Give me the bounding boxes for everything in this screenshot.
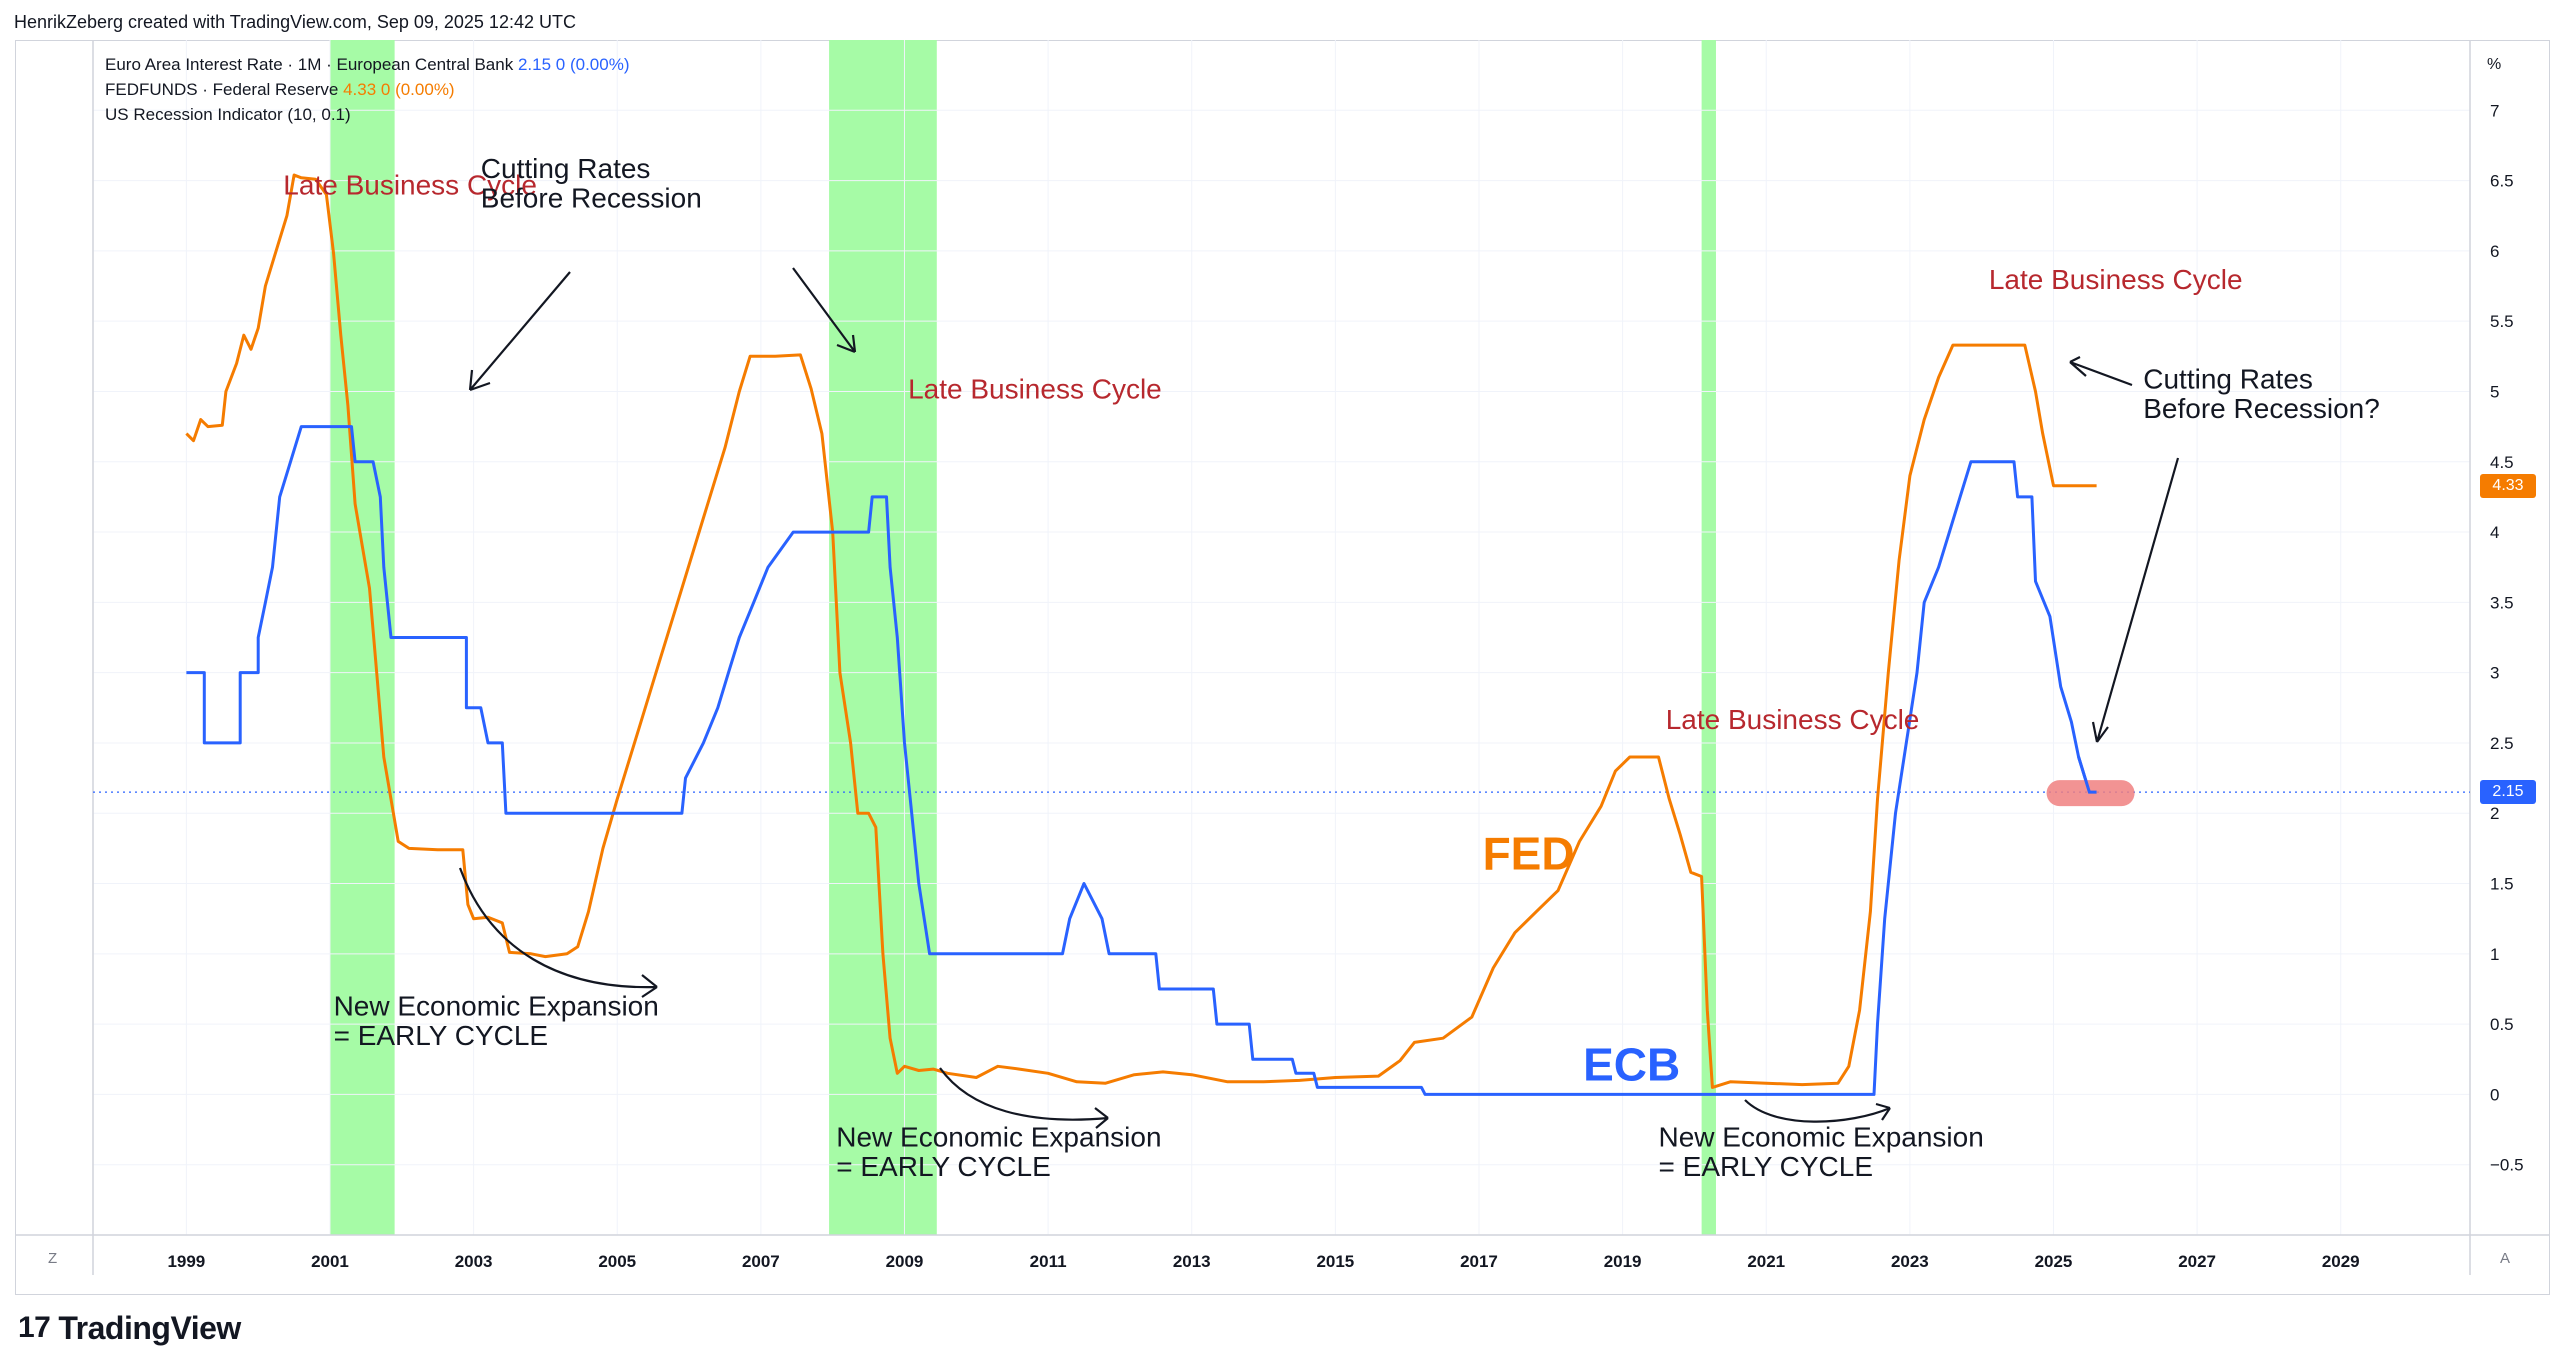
recession-band-2 [1701, 40, 1716, 1235]
y-tick-label: 1.5 [2490, 875, 2514, 894]
recession-band-0 [329, 40, 395, 1235]
y-tick-label: 2.5 [2490, 734, 2514, 753]
y-tick-label: 4 [2490, 523, 2499, 542]
legend-recession[interactable]: US Recession Indicator (10, 0.1) [105, 102, 629, 127]
tradingview-logo[interactable]: 17 TradingView [18, 1306, 241, 1350]
annotation-text: FED [1483, 827, 1575, 879]
grid-lines [93, 40, 2470, 1235]
legend-fed-name: FEDFUNDS · Federal Reserve [105, 80, 339, 99]
legend-fed[interactable]: FEDFUNDS · Federal Reserve 4.33 0 (0.00%… [105, 77, 629, 102]
arrow-cut-2024-b [2091, 457, 2180, 743]
legend-ecb-change: 0 (0.00%) [555, 55, 630, 74]
annotation-text: = EARLY CYCLE [836, 1151, 1051, 1182]
x-tick-label: 2025 [2035, 1252, 2073, 1271]
y-tick-label: 6 [2490, 242, 2499, 261]
y-tick-label: 5.5 [2490, 312, 2514, 331]
x-tick-label: 2027 [2178, 1252, 2216, 1271]
annotation-text: Before Recession [481, 182, 702, 213]
x-tick-label: 2015 [1316, 1252, 1354, 1271]
recession-band-1 [829, 40, 937, 1235]
annotation-text: = EARLY CYCLE [334, 1020, 549, 1051]
axis-unit-label: % [2487, 56, 2502, 73]
legend-ecb-value: 2.15 [517, 55, 552, 74]
arrow-cut-2007 [792, 267, 857, 354]
x-tick-label: 2017 [1460, 1252, 1498, 1271]
legend-recession-name: US Recession Indicator (10, 0.1) [105, 105, 351, 124]
series-ecb [186, 425, 2097, 1096]
y-tick-label: 4.5 [2490, 453, 2514, 472]
annotation-text: Cutting Rates [2143, 364, 2313, 395]
x-tick-label: 2007 [742, 1252, 780, 1271]
arrow-cut-2001 [468, 271, 571, 392]
tradingview-logo-text: TradingView [58, 1309, 241, 1346]
fed-price-label: 4.33 [2480, 473, 2536, 498]
legend-ecb-name: Euro Area Interest Rate · 1M · European … [105, 55, 514, 74]
x-tick-label: 2009 [886, 1252, 924, 1271]
annotation-arrows [458, 267, 2180, 1129]
series-fedfunds [185, 173, 2097, 1089]
legend-ecb[interactable]: Euro Area Interest Rate · 1M · European … [105, 52, 629, 77]
legend: Euro Area Interest Rate · 1M · European … [105, 52, 629, 127]
x-tick-label: 2003 [455, 1252, 493, 1271]
x-tick-label: 2029 [2322, 1252, 2360, 1271]
annotation-text: Late Business Cycle [1989, 264, 2243, 295]
chart-credit: HenrikZeberg created with TradingView.co… [14, 12, 576, 32]
y-tick-label: 1 [2490, 945, 2499, 964]
y-tick-label: 7 [2490, 101, 2499, 120]
annotation-text: ECB [1583, 1038, 1680, 1090]
x-tick-label: 2023 [1891, 1252, 1929, 1271]
annotation-text: Late Business Cycle [908, 374, 1162, 405]
timezone-button[interactable]: Z [48, 1250, 58, 1267]
x-tick-label: 2001 [311, 1252, 349, 1271]
y-tick-label: 0 [2490, 1085, 2499, 1104]
annotation-text: New Economic Expansion [334, 991, 659, 1022]
y-tick-label: 3.5 [2490, 593, 2514, 612]
x-tick-label: 2013 [1173, 1252, 1211, 1271]
annotation-text: Cutting Rates [481, 153, 651, 184]
ecb-tail [2077, 756, 2097, 794]
annotation-text: Late Business Cycle [1666, 704, 1920, 735]
arrow-expansion-2002 [458, 867, 658, 998]
x-tick-label: 2005 [598, 1252, 636, 1271]
arrow-expansion-2009 [939, 1067, 1109, 1129]
auto-scale-button[interactable]: A [2500, 1250, 2511, 1267]
y-tick-label: 0.5 [2490, 1015, 2514, 1034]
legend-fed-value: 4.33 [343, 80, 377, 99]
legend-fed-change: 0 (0.00%) [380, 80, 455, 99]
arrow-cut-2024-a [2069, 356, 2133, 387]
x-tick-label: 2021 [1747, 1252, 1785, 1271]
y-tick-label: 2 [2490, 804, 2499, 823]
y-tick-label: 5 [2490, 382, 2499, 401]
x-tick-label: 2019 [1604, 1252, 1642, 1271]
recession-bands [329, 40, 1716, 1235]
annotations: Late Business Cycle Late Business Cycle La… [283, 153, 2380, 1182]
annotation-text: Late Business Cycle [283, 170, 537, 201]
arrow-expansion-2020 [1744, 1099, 1891, 1123]
y-tick-label: 3 [2490, 664, 2499, 683]
axes [15, 40, 2550, 1275]
chart-frame[interactable] [15, 40, 2550, 1295]
y-tick-label: 6.5 [2490, 172, 2514, 191]
x-tick-label: 2011 [1030, 1252, 1067, 1271]
tick-labels: −0.5 0 0.5 1 1.5 2 2.5 3 3.5 4 4.5 5 5.5 6 6.5 7 1999 200… [167, 101, 2523, 1271]
annotation-text: New Economic Expansion [836, 1121, 1161, 1152]
annotation-text: = EARLY CYCLE [1659, 1151, 1874, 1182]
x-tick-label: 1999 [167, 1252, 205, 1271]
ecb-price-label: 2.15 [2480, 780, 2536, 805]
annotation-text: Before Recession? [2143, 393, 2380, 424]
tradingview-logo-icon: 17 [18, 1311, 51, 1344]
y-tick-label: −0.5 [2490, 1156, 2524, 1175]
annotation-text: New Economic Expansion [1659, 1121, 1984, 1152]
series-lines [185, 173, 2135, 1096]
